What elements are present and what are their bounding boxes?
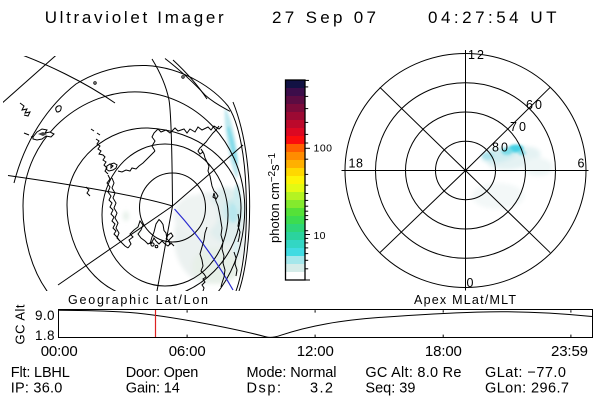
svg-text:GC Alt: 8.0 Re: GC Alt: 8.0 Re [365, 365, 461, 381]
svg-text:Ultraviolet Imager: Ultraviolet Imager [45, 8, 224, 27]
svg-text:23:59: 23:59 [551, 343, 588, 360]
svg-text:12: 12 [468, 48, 484, 62]
svg-text:photon cm−2s−1: photon cm−2s−1 [267, 153, 282, 243]
svg-text:04:27:54 UT: 04:27:54 UT [428, 8, 557, 27]
svg-text:GLat: −77.0: GLat: −77.0 [485, 365, 566, 381]
svg-text:18: 18 [349, 157, 364, 171]
svg-text:60: 60 [526, 98, 542, 112]
svg-text:00:00: 00:00 [41, 343, 78, 360]
svg-text:Flt: LBHL: Flt: LBHL [11, 365, 70, 381]
svg-text:Apex MLat/MLT: Apex MLat/MLT [414, 293, 516, 307]
svg-text:100: 100 [314, 142, 333, 154]
svg-text:27 Sep 07: 27 Sep 07 [272, 8, 376, 27]
svg-text:1.8: 1.8 [35, 328, 55, 343]
svg-text:Geographic Lat/Lon: Geographic Lat/Lon [68, 293, 208, 307]
svg-text:18:00: 18:00 [425, 343, 462, 360]
svg-text:06:00: 06:00 [169, 343, 206, 360]
svg-text:3.2: 3.2 [310, 381, 333, 397]
svg-text:6: 6 [578, 156, 585, 170]
svg-text:GC Alt: GC Alt [13, 304, 28, 344]
svg-text:12:00: 12:00 [297, 343, 334, 360]
svg-text:IP: 36.0: IP: 36.0 [11, 381, 63, 397]
svg-text:Door: Open: Door: Open [126, 365, 199, 381]
svg-text:10: 10 [314, 230, 326, 242]
svg-text:Seq: 39: Seq: 39 [365, 381, 415, 397]
svg-text:Mode: Normal: Mode: Normal [247, 365, 337, 381]
svg-text:Dsp:: Dsp: [247, 381, 282, 397]
svg-text:0: 0 [467, 276, 474, 290]
svg-text:9.0: 9.0 [35, 308, 55, 323]
svg-text:Gain: 14: Gain: 14 [126, 381, 180, 397]
svg-text:70: 70 [510, 120, 526, 134]
svg-text:GLon: 296.7: GLon: 296.7 [485, 381, 569, 397]
